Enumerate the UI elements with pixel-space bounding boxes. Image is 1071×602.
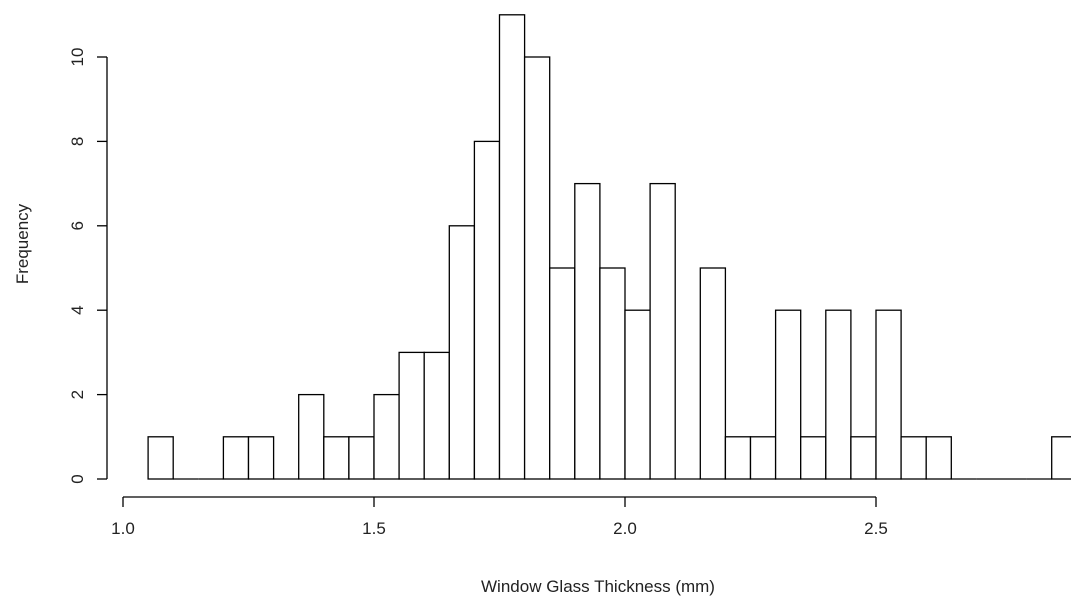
histogram-bar [423,351,450,480]
histogram-bar [649,182,676,480]
histogram-bar [473,140,501,480]
x-tick-label: 2.0 [613,519,637,538]
histogram-bar [247,436,275,480]
histogram-bar [599,267,626,480]
histogram-bar [925,436,952,480]
histogram-bar [549,267,576,480]
y-tick-label: 8 [68,137,87,146]
y-axis: 0 2 4 6 8 10 [68,48,108,484]
histogram-bar [222,436,250,480]
histogram-bar [1051,436,1071,480]
y-tick-label: 2 [68,390,87,399]
y-tick-label: 6 [68,221,87,230]
histogram-bar [147,436,174,480]
histogram-bar [749,436,777,480]
y-tick-label: 0 [68,474,87,483]
histogram-bar [498,14,526,480]
y-tick-label: 4 [68,305,87,314]
x-tick-label: 1.0 [111,519,135,538]
histogram-bar [523,56,551,480]
histogram-bar [850,436,877,480]
histogram-bar [624,309,651,480]
histogram-bar [398,351,425,480]
histogram-bar [373,393,400,480]
histogram-bar [574,182,601,480]
histogram-bar [875,309,902,480]
x-tick-label: 2.5 [864,519,888,538]
histogram-bar [800,436,827,480]
histogram-bar [298,393,325,480]
histogram-bar [724,436,752,480]
x-tick-label: 1.5 [362,519,386,538]
y-tick-label: 10 [68,48,87,67]
y-axis-title: Frequency [13,203,32,284]
histogram-bar [900,436,927,480]
histogram-bar [323,436,350,480]
histogram-bar [699,267,727,480]
x-axis: 1.0 1.5 2.0 2.5 [111,496,888,538]
histogram-bar [774,309,802,480]
bars-layer [147,14,1071,480]
histogram-bar [348,436,375,480]
x-axis-title: Window Glass Thickness (mm) [481,577,715,596]
histogram-bar [825,309,852,480]
histogram-bar [448,225,476,480]
